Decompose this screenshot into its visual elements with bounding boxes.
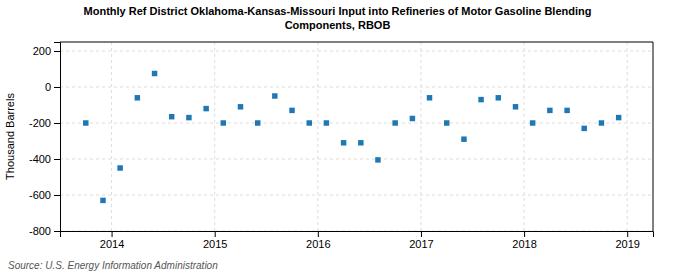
y-grid-line [60, 159, 653, 160]
y-tick-label: 0 [45, 81, 51, 93]
y-grid-line [60, 123, 653, 124]
annotation: Source: U.S. Energy Information Administ… [8, 260, 218, 271]
y-tick-label: -600 [29, 189, 51, 201]
point [410, 116, 415, 121]
y-tick-mark [54, 195, 60, 196]
x-tick: 2015 [203, 231, 227, 250]
point [83, 120, 88, 125]
point [186, 115, 191, 120]
title: Monthly Ref District Oklahoma-Kansas-Mis… [84, 5, 592, 31]
point [513, 104, 518, 109]
x-tick-label: 2019 [615, 238, 639, 250]
y-tick-mark [54, 231, 60, 232]
y-axis-line [54, 43, 61, 232]
x-tick-mark [318, 231, 319, 237]
point [358, 140, 363, 145]
point [375, 157, 380, 162]
y-tick: -800 [29, 225, 60, 237]
y-grid-line [60, 87, 653, 88]
y-tick-mark [54, 51, 60, 52]
x-grid-line [627, 42, 628, 231]
y-tick-mark [54, 87, 60, 88]
y-grid-line [60, 51, 653, 52]
y-tick: -200 [29, 117, 60, 129]
y-grid-line [60, 195, 653, 196]
point [272, 93, 277, 98]
x-grid-line [524, 42, 525, 231]
x-grid-line [214, 42, 215, 231]
y-tick: 200 [33, 45, 60, 57]
point [117, 165, 122, 170]
x-tick-label: 2017 [409, 238, 433, 250]
point [496, 95, 501, 100]
points [83, 71, 621, 203]
point [221, 120, 226, 125]
point [203, 106, 208, 111]
x-tick-mark [112, 231, 113, 237]
plot-area: 2014 2015 2016 2017 2018 2019 -800 -600 -400 -200… [29, 42, 654, 250]
x-tick: 2017 [409, 231, 433, 250]
point [238, 104, 243, 109]
y-tick: 0 [45, 81, 60, 93]
x-tick-mark [627, 231, 628, 237]
x-grid-line [317, 42, 318, 231]
x-tick: 2019 [615, 231, 639, 250]
x-tick-mark [421, 231, 422, 237]
y-tick: -400 [29, 153, 60, 165]
point [341, 140, 346, 145]
x-axis: 2014 2015 2016 2017 2018 2019 [61, 231, 654, 250]
grid [60, 42, 653, 231]
x-tick: 2014 [100, 231, 124, 250]
x-tick: 2016 [306, 231, 330, 250]
y-tick-mark [54, 159, 60, 160]
y-tick-label: -400 [29, 153, 51, 165]
point [152, 71, 157, 76]
point [427, 95, 432, 100]
x-grid-line [111, 42, 112, 231]
frame-top [60, 42, 653, 43]
x-tick-label: 2015 [203, 238, 227, 250]
y-tick-label: 200 [33, 45, 51, 57]
y-tick-label: -800 [29, 225, 51, 237]
y-tick-mark [54, 123, 60, 124]
frame-right [653, 42, 654, 231]
x-tick: 2018 [512, 231, 536, 250]
y-tick: -600 [29, 189, 60, 201]
point [135, 95, 140, 100]
x-tick-mark [215, 231, 216, 237]
y-axis: -800 -600 -400 -200 0 200 [29, 43, 61, 238]
point [307, 120, 312, 125]
point [169, 114, 174, 119]
point [599, 120, 604, 125]
chart-svg: 2014 2015 2016 2017 2018 2019 -800 -600 -400 -200… [0, 0, 675, 275]
x-tick-label: 2014 [100, 238, 124, 250]
point [100, 198, 105, 203]
point [530, 120, 535, 125]
point [461, 136, 466, 141]
x-tick-mark [524, 231, 525, 237]
point [444, 120, 449, 125]
x-tick-label: 2018 [512, 238, 536, 250]
point [324, 120, 329, 125]
point [478, 97, 483, 102]
point [616, 115, 621, 120]
point [255, 120, 260, 125]
point [289, 108, 294, 113]
point [564, 108, 569, 113]
x-tick-label: 2016 [306, 238, 330, 250]
point [392, 120, 397, 125]
x-axis-line [61, 232, 654, 238]
y-tick-label: -200 [29, 117, 51, 129]
point [547, 108, 552, 113]
x-grid-line [420, 42, 421, 231]
point [581, 126, 586, 131]
y-axis-label: Thousand Barrels [4, 93, 16, 180]
